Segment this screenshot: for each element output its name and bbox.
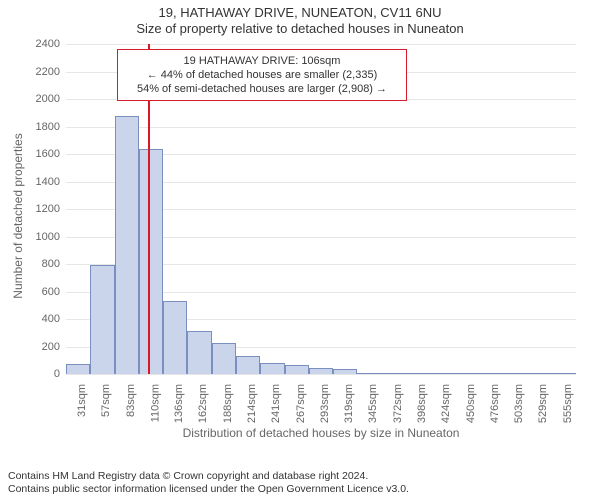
x-tick-label: 424sqm [440,384,452,423]
y-tick-label: 1400 [20,176,66,188]
bar [309,368,333,374]
bar [66,364,90,374]
x-tick-label: 398sqm [416,384,428,423]
bar [430,373,454,374]
y-tick-label: 600 [20,286,66,298]
x-axis-label: Distribution of detached houses by size … [183,426,460,440]
x-tick-label: 162sqm [198,384,210,423]
bar [333,369,357,374]
y-tick-label: 2200 [20,66,66,78]
x-tick-label: 476sqm [489,384,501,423]
y-tick-label: 800 [20,258,66,270]
figure-subtitle: Size of property relative to detached ho… [0,20,600,38]
bar [163,301,187,374]
x-tick-label: 319sqm [343,384,355,423]
y-tick-label: 1800 [20,121,66,133]
bar [90,265,114,374]
bar [552,373,576,374]
gridline [66,44,576,45]
y-tick-label: 1600 [20,148,66,160]
x-tick-label: 83sqm [125,384,137,417]
gridline [66,374,576,375]
y-tick-label: 1000 [20,231,66,243]
attribution-line1: Contains HM Land Registry data © Crown c… [8,470,409,483]
y-tick-label: 2400 [20,38,66,50]
x-tick-label: 267sqm [295,384,307,423]
figure: 19, HATHAWAY DRIVE, NUNEATON, CV11 6NU S… [0,0,600,500]
bar [285,365,309,374]
annotation-line: 54% of semi-detached houses are larger (… [126,82,398,96]
x-tick-label: 241sqm [270,384,282,423]
x-tick-label: 31sqm [76,384,88,417]
x-tick-label: 529sqm [538,384,550,423]
bar [479,373,503,374]
annotation-line: ← 44% of detached houses are smaller (2,… [126,68,398,82]
y-tick-label: 200 [20,341,66,353]
bar [115,116,139,375]
x-tick-label: 450sqm [465,384,477,423]
y-tick-label: 400 [20,313,66,325]
x-tick-label: 136sqm [173,384,185,423]
bar [187,331,211,374]
bar [139,149,163,375]
x-tick-label: 57sqm [100,384,112,417]
y-tick-label: 2000 [20,93,66,105]
bar [527,373,551,374]
attribution: Contains HM Land Registry data © Crown c… [8,470,409,496]
bar [212,343,236,374]
bar [503,373,527,374]
bar [357,373,381,374]
x-tick-label: 345sqm [368,384,380,423]
plot-area: Number of detached properties Distributi… [66,44,576,374]
x-tick-label: 110sqm [149,384,161,422]
bar [260,363,284,374]
annotation-box: 19 HATHAWAY DRIVE: 106sqm← 44% of detach… [117,49,407,101]
figure-title: 19, HATHAWAY DRIVE, NUNEATON, CV11 6NU [0,0,600,20]
x-tick-label: 372sqm [392,384,404,423]
bar [236,356,260,374]
y-tick-label: 0 [20,368,66,380]
x-tick-label: 503sqm [513,384,525,423]
gridline [66,127,576,128]
x-tick-label: 214sqm [246,384,258,423]
bar [406,373,430,374]
x-tick-label: 555sqm [562,384,574,423]
y-tick-label: 1200 [20,203,66,215]
bar [382,373,406,374]
x-tick-label: 188sqm [222,384,234,423]
attribution-line2: Contains public sector information licen… [8,483,409,496]
x-tick-label: 293sqm [319,384,331,423]
bar [455,373,479,374]
annotation-line: 19 HATHAWAY DRIVE: 106sqm [126,54,398,68]
